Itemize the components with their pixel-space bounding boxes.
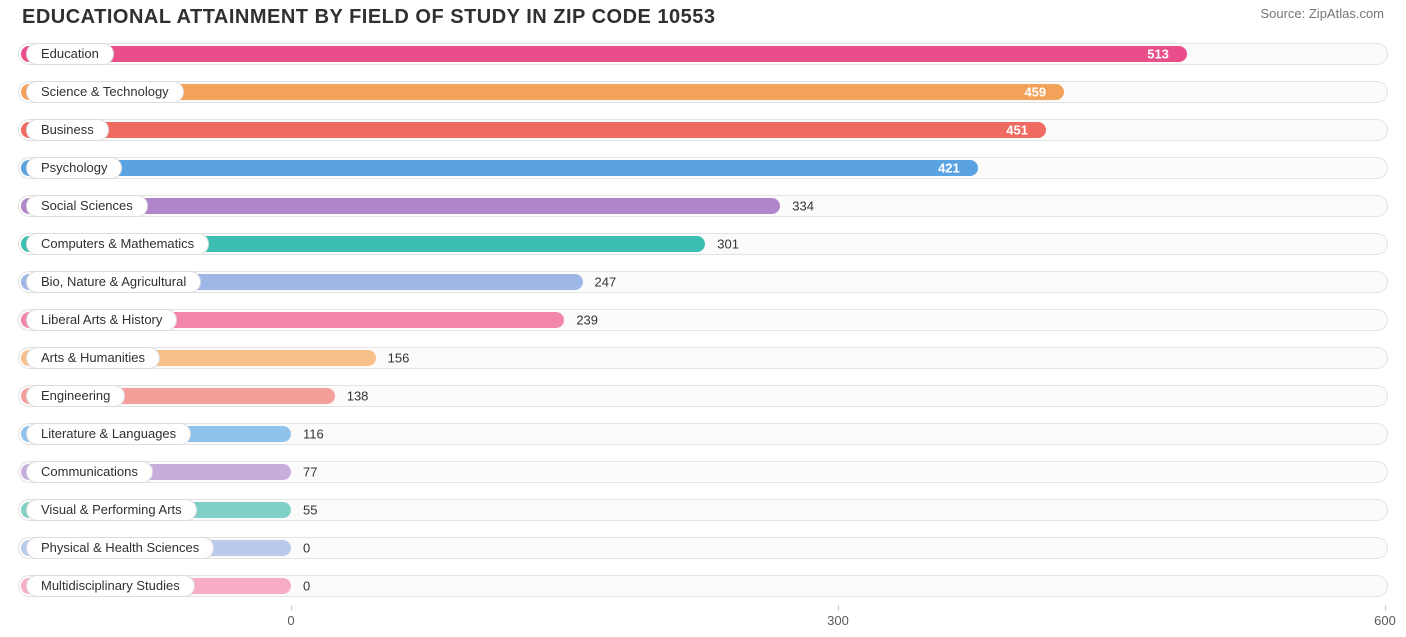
bar-row: Liberal Arts & History 239 [18, 305, 1388, 335]
category-label: Communications [26, 461, 153, 483]
bar-row: Communications 77 [18, 457, 1388, 487]
axis-tick-line [291, 605, 292, 611]
bar-fill [21, 46, 1187, 62]
value-label: 0 [303, 579, 310, 594]
bar-row: Engineering 138 [18, 381, 1388, 411]
value-label: 334 [792, 199, 814, 214]
bar-row: Literature & Languages 116 [18, 419, 1388, 449]
category-label: Computers & Mathematics [26, 233, 209, 255]
value-label: 239 [576, 313, 598, 328]
bar-row: Science & Technology 459 [18, 77, 1388, 107]
category-label: Social Sciences [26, 195, 148, 217]
axis-tick-line [838, 605, 839, 611]
category-label: Engineering [26, 385, 125, 407]
category-label: Liberal Arts & History [26, 309, 177, 331]
category-label: Physical & Health Sciences [26, 537, 214, 559]
value-label: 116 [303, 427, 324, 442]
bar-fill [21, 160, 978, 176]
chart-header: EDUCATIONAL ATTAINMENT BY FIELD OF STUDY… [0, 0, 1406, 39]
chart-source: Source: ZipAtlas.com [1260, 6, 1384, 21]
bar-row: Education 513 [18, 39, 1388, 69]
category-label: Literature & Languages [26, 423, 191, 445]
axis-tick-label: 0 [287, 613, 294, 628]
value-label: 301 [717, 237, 739, 252]
chart-title: EDUCATIONAL ATTAINMENT BY FIELD OF STUDY… [22, 6, 716, 29]
category-label: Arts & Humanities [26, 347, 160, 369]
value-label: 513 [1147, 47, 1169, 62]
bar-row: Physical & Health Sciences 0 [18, 533, 1388, 563]
bar-row: Multidisciplinary Studies 0 [18, 571, 1388, 601]
value-label: 156 [388, 351, 410, 366]
axis-tick-label: 600 [1374, 613, 1396, 628]
bar-fill [21, 122, 1046, 138]
bar-row: Business 451 [18, 115, 1388, 145]
bar-row: Arts & Humanities 156 [18, 343, 1388, 373]
value-label: 0 [303, 541, 310, 556]
value-label: 138 [347, 389, 369, 404]
value-label: 451 [1006, 123, 1028, 138]
value-label: 77 [303, 465, 317, 480]
category-label: Visual & Performing Arts [26, 499, 197, 521]
bar-row: Psychology 421 [18, 153, 1388, 183]
category-label: Bio, Nature & Agricultural [26, 271, 201, 293]
category-label: Business [26, 119, 109, 141]
value-label: 421 [938, 161, 960, 176]
x-axis: 0300600 [18, 609, 1388, 637]
category-label: Education [26, 43, 114, 65]
bar-row: Computers & Mathematics 301 [18, 229, 1388, 259]
category-label: Multidisciplinary Studies [26, 575, 195, 597]
bar-row: Social Sciences 334 [18, 191, 1388, 221]
axis-tick-label: 300 [827, 613, 849, 628]
value-label: 459 [1024, 85, 1046, 100]
bar-row: Visual & Performing Arts 55 [18, 495, 1388, 525]
axis-tick-line [1385, 605, 1386, 611]
bar-row: Bio, Nature & Agricultural 247 [18, 267, 1388, 297]
chart-area: Education 513 Science & Technology 459 Busin… [0, 39, 1406, 601]
category-label: Psychology [26, 157, 122, 179]
value-label: 247 [595, 275, 617, 290]
value-label: 55 [303, 503, 317, 518]
category-label: Science & Technology [26, 81, 184, 103]
